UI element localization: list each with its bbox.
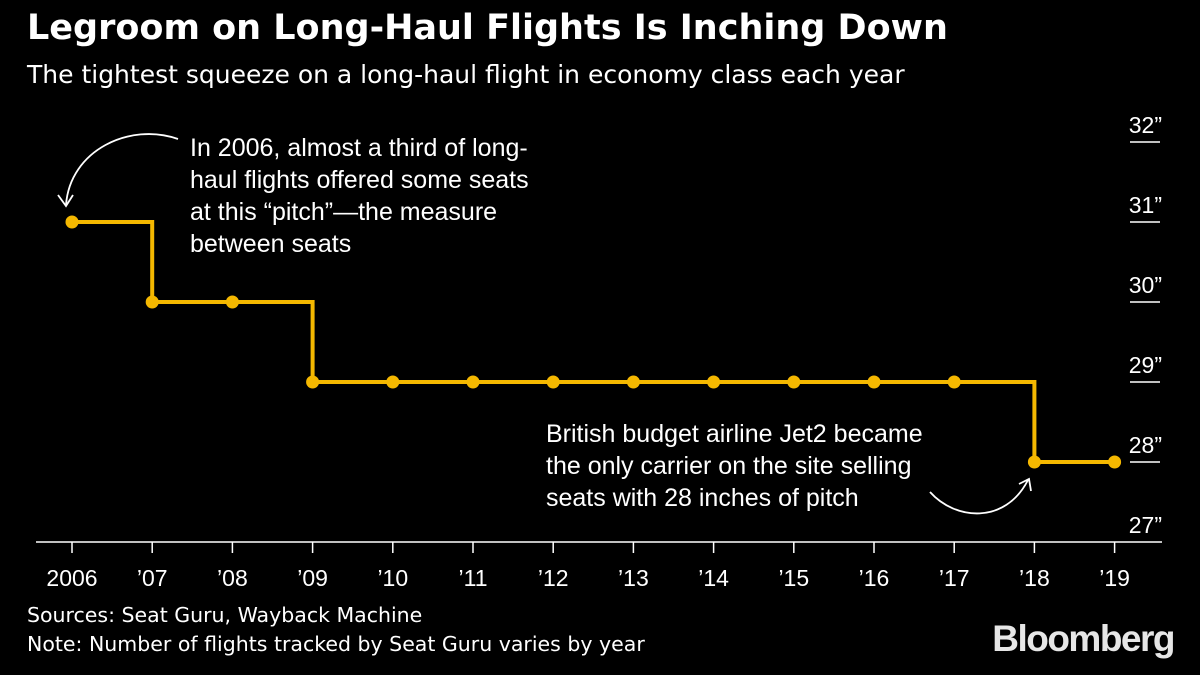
- series-min-pitch: [65, 215, 1122, 469]
- y-axis: 27” 28” 29” 30” 31” 32”: [1129, 112, 1162, 538]
- annotation-line: seats with 28 inches of pitch: [546, 484, 859, 512]
- x-tick-label: ’10: [377, 565, 408, 591]
- data-point: [867, 375, 881, 389]
- annotation-line: In 2006, almost a third of long-: [190, 134, 528, 162]
- annotation-arrowhead-2018: [1018, 477, 1032, 492]
- bloomberg-logo: Bloomberg: [992, 618, 1175, 659]
- annotation-arrows: [57, 133, 1032, 515]
- x-tick-label: ’16: [859, 565, 890, 591]
- y-tick-label: 28”: [1129, 432, 1162, 458]
- data-point: [1027, 455, 1041, 469]
- data-point: [65, 215, 79, 229]
- data-point: [145, 295, 159, 309]
- data-point: [386, 375, 400, 389]
- annotation-2018: British budget airline Jet2 became the o…: [546, 418, 923, 514]
- data-point: [1108, 455, 1122, 469]
- annotation-line: British budget airline Jet2 became: [546, 420, 923, 448]
- data-point: [947, 375, 961, 389]
- x-tick-label: ’17: [939, 565, 970, 591]
- x-tick-label: ’07: [137, 565, 168, 591]
- data-point: [466, 375, 480, 389]
- data-point: [626, 375, 640, 389]
- annotation-2006: In 2006, almost a third of long- haul fl…: [190, 132, 529, 260]
- x-tick-label: ’08: [217, 565, 248, 591]
- annotation-line: between seats: [190, 230, 352, 258]
- x-tick-label: 2006: [46, 565, 97, 591]
- annotation-line: haul flights offered some seats: [190, 166, 529, 194]
- data-point: [707, 375, 721, 389]
- sources-text: Sources: Seat Guru, Wayback Machine: [27, 603, 423, 627]
- y-tick-label: 31”: [1129, 192, 1162, 218]
- data-point: [546, 375, 560, 389]
- x-tick-label: ’11: [459, 565, 488, 591]
- x-tick-label: ’15: [778, 565, 809, 591]
- y-tick-label: 30”: [1129, 272, 1162, 298]
- x-axis: 2006 ’07 ’08 ’09 ’10 ’11 ’12 ’13 ’14 ’15 ’16 ’17 ’18…: [36, 541, 1162, 591]
- y-tick-label: 32”: [1129, 112, 1162, 138]
- x-tick-label: ’13: [618, 565, 649, 591]
- x-tick-label: ’19: [1099, 565, 1130, 591]
- y-tick-label: 27”: [1129, 512, 1162, 538]
- data-point: [306, 375, 320, 389]
- annotation-arrow-2006: [65, 133, 179, 206]
- x-tick-label: ’09: [297, 565, 328, 591]
- data-point: [787, 375, 801, 389]
- x-tick-label: ’18: [1019, 565, 1050, 591]
- annotation-line: at this “pitch”—the measure: [190, 198, 498, 226]
- chart-title: Legroom on Long-Haul Flights Is Inching …: [27, 8, 948, 48]
- annotation-line: the only carrier on the site selling: [546, 452, 912, 480]
- x-tick-label: ’12: [538, 565, 569, 591]
- y-tick-label: 29”: [1129, 352, 1162, 378]
- annotation-arrow-2018: [929, 479, 1029, 515]
- data-point: [225, 295, 239, 309]
- annotation-arrowhead-2006: [57, 194, 74, 208]
- note-text: Note: Number of flights tracked by Seat …: [27, 632, 645, 656]
- chart-subtitle: The tightest squeeze on a long-haul flig…: [27, 60, 905, 89]
- x-tick-label: ’14: [698, 565, 729, 591]
